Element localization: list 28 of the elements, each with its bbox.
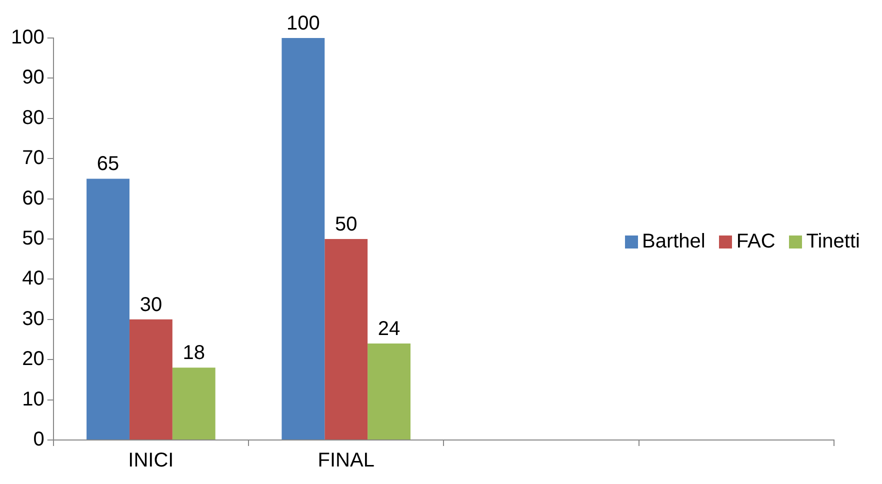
bar [172,368,216,440]
y-tick-label: 20 [22,348,44,370]
legend-label: Tinetti [806,230,860,254]
data-label: 50 [334,214,358,236]
y-tick-label: 0 [33,428,44,451]
data-label: 18 [182,342,206,364]
y-tick-label: 70 [22,147,44,170]
y-tick-label: 30 [22,308,44,330]
y-tick-label: 40 [22,268,44,290]
legend-label: Barthel [642,230,706,254]
y-tick-label: 50 [22,228,44,250]
y-tick-label: 90 [22,66,44,89]
y-tick-label: 10 [22,388,44,410]
data-label: 24 [378,318,400,340]
y-tick-label: 100 [10,26,44,49]
data-label: 30 [140,294,162,316]
data-label: 100 [286,12,320,35]
bar [324,239,368,440]
bar [129,319,172,440]
data-label: 65 [96,153,120,176]
bar [282,38,325,440]
bar [368,344,411,440]
x-tick-label: INICI [128,450,174,472]
bar [86,178,130,440]
y-tick-label: 80 [22,106,44,129]
legend-label: FAC [736,230,776,254]
y-tick-label: 60 [22,187,44,210]
x-tick-label: FINAL [318,450,374,472]
